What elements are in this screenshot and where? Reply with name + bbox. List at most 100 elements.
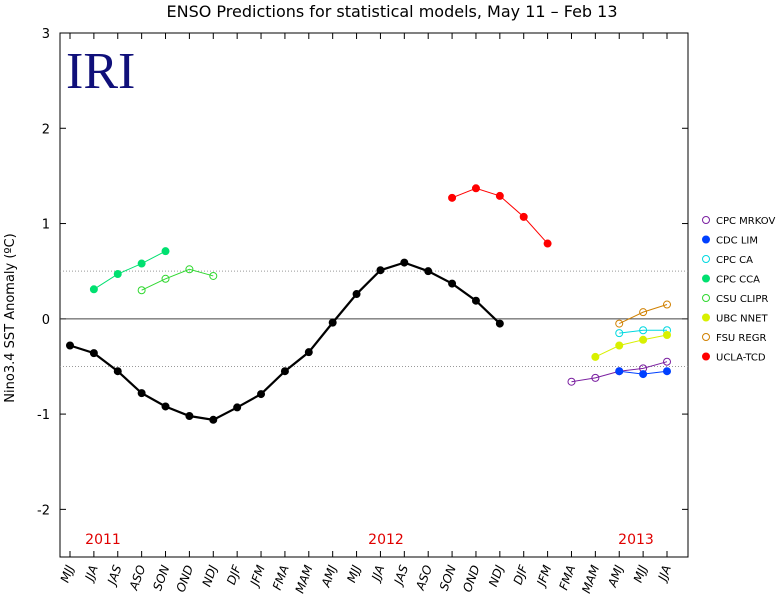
year-label: 2012 xyxy=(368,532,404,548)
data-point xyxy=(639,370,648,379)
data-point xyxy=(161,247,170,256)
logo: IRI xyxy=(66,43,135,100)
legend-label: CSU CLIPR xyxy=(716,294,768,305)
data-point xyxy=(615,341,624,350)
data-point xyxy=(495,319,504,328)
data-point xyxy=(448,279,457,288)
data-point xyxy=(639,335,648,344)
x-tick-label: MJJ xyxy=(631,563,650,585)
x-tick-label: MAM xyxy=(579,563,602,596)
x-tick-label: OND xyxy=(174,563,197,594)
data-point xyxy=(352,290,361,299)
data-point xyxy=(137,286,146,295)
data-point xyxy=(257,390,266,399)
forecast-line xyxy=(93,250,166,290)
legend-marker xyxy=(702,235,710,244)
forecast-line xyxy=(141,268,214,291)
data-point xyxy=(185,265,194,274)
data-point xyxy=(615,367,624,376)
x-tick-label: SON xyxy=(437,563,459,592)
legend-marker xyxy=(702,255,710,263)
legend-marker xyxy=(702,333,710,341)
x-tick-label: AMJ xyxy=(605,563,626,590)
x-tick-label: DJF xyxy=(511,562,531,586)
legend-marker xyxy=(702,313,710,322)
data-point xyxy=(591,352,600,361)
y-tick-label: 2 xyxy=(42,122,50,137)
x-tick-label: ASO xyxy=(413,563,435,592)
legend-label: UCLA-TCD xyxy=(716,353,766,364)
legend-label: CPC CCA xyxy=(716,275,760,286)
plot-area xyxy=(59,32,689,558)
x-tick-label: JJA xyxy=(655,563,674,584)
data-point xyxy=(495,191,504,200)
x-tick-label: FMA xyxy=(270,563,292,592)
data-point xyxy=(233,403,242,412)
x-tick-label: JFM xyxy=(533,563,554,590)
x-tick-label: JJA xyxy=(368,563,387,584)
legend-label: CDC LIM xyxy=(716,236,758,247)
legend-marker xyxy=(702,352,710,361)
x-tick-label: MJJ xyxy=(58,563,77,585)
y-tick-label: 1 xyxy=(42,218,50,233)
data-point xyxy=(328,318,337,327)
legend-marker xyxy=(702,216,710,224)
x-tick-label: NDJ xyxy=(486,563,507,589)
data-point xyxy=(304,348,313,357)
data-point xyxy=(471,296,480,305)
x-tick-label: MAM xyxy=(293,563,316,596)
x-tick-label: JAS xyxy=(104,563,125,588)
data-point xyxy=(663,357,671,366)
data-point xyxy=(137,389,146,398)
chart-title: ENSO Predictions for statistical models,… xyxy=(166,2,617,21)
data-point xyxy=(376,266,385,275)
data-point xyxy=(66,341,74,350)
legend-label: UBC NNET xyxy=(716,314,768,325)
data-point xyxy=(639,326,648,335)
y-axis-label: Nino3.4 SST Anomaly (ºC) xyxy=(3,233,18,402)
data-point xyxy=(615,329,624,338)
x-tick-label: AMJ xyxy=(318,563,339,590)
x-tick-label: JJA xyxy=(82,563,101,584)
data-point xyxy=(471,184,480,193)
data-point xyxy=(89,285,98,294)
data-point xyxy=(113,270,122,279)
legend-marker xyxy=(702,274,710,283)
data-point xyxy=(161,274,170,283)
data-point xyxy=(663,300,671,309)
x-tick-label: SON xyxy=(150,563,172,592)
legend-marker xyxy=(702,294,710,302)
y-tick-label: -1 xyxy=(37,408,50,423)
data-point xyxy=(209,415,218,424)
x-tick-label: ASO xyxy=(126,563,148,592)
forecast-line xyxy=(595,334,668,358)
data-point xyxy=(543,239,552,248)
year-label: 2013 xyxy=(618,532,654,548)
forecast-line xyxy=(69,261,501,421)
data-point xyxy=(591,373,600,382)
forecast-line xyxy=(619,304,668,325)
data-point xyxy=(209,271,218,280)
y-tick-label: -2 xyxy=(37,503,50,518)
data-point xyxy=(639,308,648,317)
x-tick-label: JAS xyxy=(391,563,412,588)
x-tick-label: NDJ xyxy=(199,563,220,589)
legend-label: CPC MRKOV xyxy=(716,216,775,227)
x-tick-label: FMA xyxy=(556,563,578,592)
data-point xyxy=(567,377,576,386)
legend-label: CPC CA xyxy=(716,255,753,266)
legend-label: FSU REGR xyxy=(716,333,766,344)
year-label: 2011 xyxy=(85,532,121,548)
x-tick-label: MJJ xyxy=(344,563,363,585)
data-point xyxy=(161,402,170,411)
x-tick-label: OND xyxy=(460,563,483,594)
data-point xyxy=(448,193,457,202)
data-point xyxy=(113,367,122,376)
y-tick-label: 3 xyxy=(42,27,50,42)
y-tick-label: 0 xyxy=(42,313,50,328)
forecast-line xyxy=(619,329,667,334)
x-tick-label: DJF xyxy=(224,562,244,586)
x-tick-label: JFM xyxy=(247,563,268,590)
data-point xyxy=(400,258,409,267)
